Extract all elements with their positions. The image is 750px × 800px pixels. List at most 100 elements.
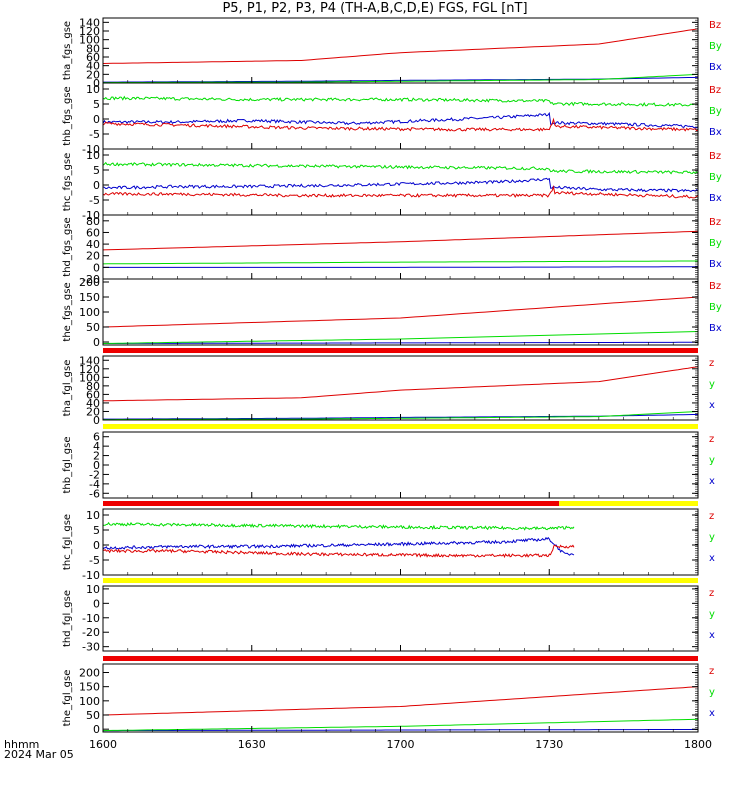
y-axis-label: tha_fgl_gse: [62, 360, 73, 417]
y-tick-label: 80: [86, 380, 100, 393]
legend-x: x: [709, 708, 715, 719]
x-tick-label: 1730: [535, 738, 563, 751]
y-tick-label: -6: [89, 487, 100, 500]
legend-z: z: [709, 511, 714, 522]
series-thc_fgl_gse-x: [102, 536, 575, 556]
y-tick-label: -10: [82, 209, 100, 222]
legend-Bz: Bz: [709, 151, 721, 162]
y-axis-label: the_fgs_gse: [62, 282, 73, 341]
y-tick-label: -30: [82, 641, 100, 654]
panel-frame-4: [102, 214, 699, 280]
y-tick-label: 5: [93, 524, 100, 537]
y-tick-label: 0: [93, 597, 100, 610]
panel-frame-3: [102, 148, 699, 216]
y-tick-label: 10: [86, 83, 100, 96]
series-thc_fgs_gse-Bx: [102, 177, 699, 193]
y-tick-label: 10: [86, 149, 100, 162]
series-thc_fgl_gse-z: [102, 544, 575, 559]
y-tick-label: 0: [93, 539, 100, 552]
y-tick-label: 40: [86, 60, 100, 73]
y-tick-label: 0: [93, 113, 100, 126]
y-tick-label: -10: [82, 143, 100, 156]
y-tick-label: 120: [79, 363, 100, 376]
legend-y: y: [709, 455, 715, 466]
series-the_fgl_gse-z: [102, 686, 699, 716]
y-tick-label: -2: [89, 468, 100, 481]
status-bar-7-yellow: [103, 424, 698, 429]
series-thc_fgs_gse-Bz: [102, 185, 699, 199]
legend-Bx: Bx: [709, 193, 722, 204]
y-tick-label: 50: [86, 321, 100, 334]
y-tick-label: 100: [79, 695, 100, 708]
y-tick-label: 100: [79, 371, 100, 384]
legend-z: z: [709, 358, 714, 369]
y-tick-label: 0: [93, 459, 100, 472]
legend-Bz: Bz: [709, 85, 721, 96]
legend-z: z: [709, 588, 714, 599]
legend-By: By: [709, 238, 722, 249]
y-axis-label: thd_fgs_gse: [62, 217, 73, 276]
x-tick-label: 1800: [684, 738, 712, 751]
y-tick-label: 50: [86, 709, 100, 722]
legend-Bx: Bx: [709, 259, 722, 270]
y-tick-label: 150: [79, 291, 100, 304]
y-tick-label: 0: [93, 261, 100, 274]
y-tick-label: 2: [93, 450, 100, 463]
y-tick-label: -20: [82, 273, 100, 286]
status-bar-8-yellow: [559, 501, 698, 506]
panel-frame-2: [102, 82, 699, 150]
legend-x: x: [709, 476, 715, 487]
date-label: 2024 Mar 05: [4, 748, 74, 761]
panel-frame-1: [102, 17, 699, 84]
y-tick-label: 5: [93, 164, 100, 177]
legend-x: x: [709, 630, 715, 641]
y-tick-label: 200: [79, 667, 100, 680]
panel-frame-5: [102, 278, 699, 346]
y-tick-label: 0: [93, 723, 100, 736]
legend-y: y: [709, 687, 715, 698]
y-tick-label: 80: [86, 215, 100, 228]
series-thb_fgs_gse-By: [102, 95, 699, 107]
series-thd_fgs_gse-Bz: [102, 230, 699, 251]
y-tick-label: 40: [86, 238, 100, 251]
legend-Bz: Bz: [709, 281, 721, 292]
y-axis-label: thc_fgs_gse: [62, 153, 73, 212]
legend-x: x: [709, 400, 715, 411]
y-tick-label: 5: [93, 98, 100, 111]
series-thd_fgs_gse-By: [102, 260, 698, 265]
series-thd_fgs_gse-Bx: [103, 266, 698, 268]
x-tick-label: 1600: [89, 738, 117, 751]
plot-title: P5, P1, P2, P3, P4 (TH-A,B,C,D,E) FGS, F…: [222, 1, 528, 16]
status-bar-8-red: [103, 501, 560, 506]
y-tick-label: 20: [86, 68, 100, 81]
x-tick-label: 1700: [387, 738, 415, 751]
legend-Bx: Bx: [709, 323, 722, 334]
y-tick-label: 20: [86, 405, 100, 418]
panel-frame-7: [102, 431, 699, 499]
y-tick-label: 60: [86, 226, 100, 239]
status-bar-6-red: [103, 348, 698, 353]
series-tha_fgs_gse-Bz: [102, 28, 699, 64]
y-tick-label: -5: [89, 128, 100, 141]
legend-By: By: [709, 41, 722, 52]
y-tick-label: 150: [79, 681, 100, 694]
legend-By: By: [709, 302, 722, 313]
y-tick-label: 100: [79, 34, 100, 47]
y-tick-label: 60: [86, 388, 100, 401]
time-axis-label: hhmm: [4, 738, 40, 751]
y-tick-label: -10: [82, 612, 100, 625]
y-tick-label: -10: [82, 569, 100, 582]
series-tha_fgl_gse-z: [102, 366, 699, 402]
y-tick-label: 20: [86, 250, 100, 263]
y-tick-label: 0: [93, 77, 100, 90]
y-axis-label: thb_fgl_gse: [62, 437, 73, 494]
y-tick-label: 0: [93, 336, 100, 349]
panel-frame-8: [102, 508, 699, 576]
x-tick-label: 1630: [238, 738, 266, 751]
y-axis-label: tha_fgs_gse: [62, 21, 73, 80]
legend-z: z: [709, 666, 714, 677]
y-tick-label: 0: [93, 179, 100, 192]
legend-z: z: [709, 434, 714, 445]
